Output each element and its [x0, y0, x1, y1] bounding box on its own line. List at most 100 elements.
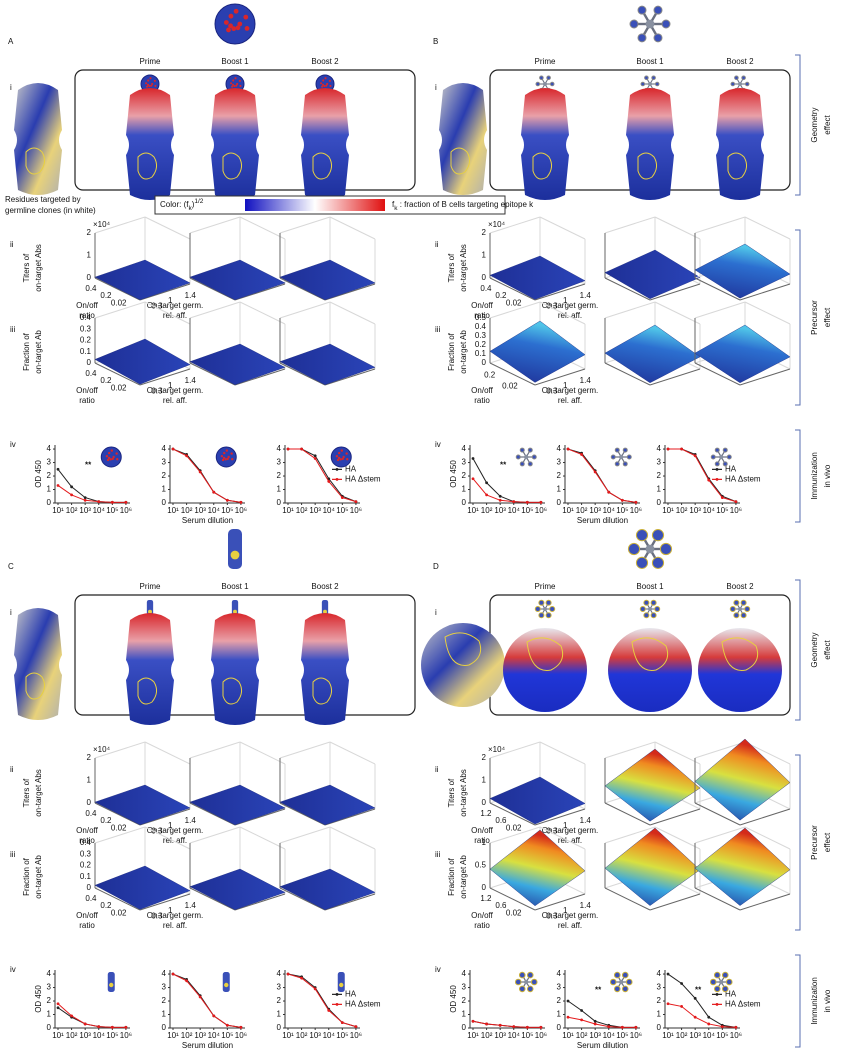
- wall-edge: [604, 741, 656, 759]
- od-line: [57, 485, 126, 503]
- icon-dot: [328, 79, 331, 82]
- side-label: in vivo: [823, 464, 832, 487]
- icon-node: [725, 978, 733, 986]
- icon-dot: [223, 20, 229, 25]
- epitope-outline: [637, 152, 658, 180]
- x-tick-label: 10³: [194, 1031, 206, 1040]
- structure: [716, 88, 764, 200]
- icon-node: [515, 454, 521, 460]
- surface: [279, 868, 376, 910]
- od-point: [666, 972, 670, 976]
- z-tick-label: 2: [482, 753, 487, 762]
- aff-axis-label: On-target germ.: [147, 826, 203, 835]
- icon-node: [545, 612, 552, 619]
- od-point: [666, 447, 670, 451]
- floor-edge: [604, 887, 651, 911]
- z-tick-label: 2: [87, 753, 92, 762]
- floor-edge: [694, 362, 741, 386]
- icon-node: [518, 985, 526, 993]
- surface: [189, 259, 286, 301]
- icon-node: [643, 599, 650, 606]
- side-label: effect: [823, 115, 832, 135]
- aff-tick-label: 1.4: [185, 376, 197, 385]
- icon-dot: [115, 452, 118, 455]
- y-tick-label: 2: [277, 471, 282, 480]
- aff-tick-label: 1: [168, 821, 173, 830]
- od-point: [56, 467, 60, 471]
- od-point: [539, 500, 543, 504]
- y-tick-label: 0: [277, 498, 282, 507]
- row-axis-label: on-target Ab: [459, 855, 468, 899]
- row-axis-label: on-target Abs: [34, 769, 43, 817]
- panel-letter: D: [433, 562, 439, 571]
- column-header: Boost 2: [311, 57, 339, 66]
- legend-label: HA: [345, 464, 357, 473]
- od-point: [566, 447, 570, 451]
- od-point: [485, 493, 488, 497]
- floor-edge: [534, 368, 586, 386]
- legend-marker: [335, 477, 339, 481]
- epitope-outline: [532, 152, 553, 180]
- aff-tick-label: 0.3: [151, 826, 163, 835]
- wall-edge: [144, 216, 191, 240]
- z-tick-label: 0.5: [475, 313, 487, 322]
- z-tick-label: 2: [87, 228, 92, 237]
- icon-node: [635, 556, 649, 569]
- icon-dot: [335, 455, 339, 458]
- floor-edge: [279, 887, 326, 911]
- icon-node: [729, 605, 736, 613]
- icon-core: [645, 544, 655, 554]
- ratio-tick-label: 0.6: [495, 901, 507, 910]
- od-axis-label: OD 450: [34, 460, 43, 488]
- surface: [489, 776, 586, 825]
- od-point: [525, 500, 529, 504]
- wall-edge: [744, 826, 791, 850]
- x-tick-label: 10⁴: [93, 506, 106, 515]
- floor-edge: [234, 808, 286, 826]
- z-tick-label: 1: [87, 251, 92, 260]
- colorbar-label-part: ): [192, 200, 195, 209]
- icon-dot: [342, 455, 345, 459]
- epitope-outline: [137, 152, 158, 180]
- x-tick-label: 10¹: [467, 506, 479, 515]
- dilution-axis-label: Serum dilution: [577, 516, 628, 525]
- x-tick-label: 10²: [481, 506, 493, 515]
- od-point: [525, 1025, 529, 1029]
- icon-dot: [146, 83, 150, 86]
- x-tick-label: 10⁶: [535, 506, 547, 515]
- aff-axis-label: rel. aff.: [558, 921, 582, 930]
- wall-edge: [239, 741, 286, 765]
- legend-marker: [715, 1002, 719, 1006]
- x-tick-label: 10²: [296, 1031, 308, 1040]
- icon-node: [733, 599, 740, 606]
- icon-node: [514, 978, 522, 986]
- x-tick-label: 10³: [79, 1031, 91, 1040]
- od-point: [693, 996, 697, 1000]
- z-tick-label: 1: [482, 776, 487, 785]
- icon-node: [538, 612, 545, 619]
- od-point: [707, 1015, 711, 1019]
- side-label: effect: [823, 307, 832, 327]
- y-tick-label: 4: [47, 969, 52, 978]
- x-tick-label: 10³: [194, 506, 206, 515]
- ratio-tick-label: 0.02: [506, 298, 522, 307]
- wall-edge: [744, 301, 791, 325]
- x-tick-label: 10⁵: [106, 1031, 118, 1040]
- y-tick-label: 4: [657, 444, 662, 453]
- icon-dot: [230, 82, 233, 85]
- legend-label: HA Δstem: [725, 999, 761, 1008]
- x-tick-label: 10⁵: [336, 1031, 348, 1040]
- aff-axis-label: rel. aff.: [163, 396, 187, 405]
- colorbar-key-part: k: [394, 205, 398, 212]
- od-point: [593, 1022, 597, 1026]
- od-point: [56, 1006, 60, 1010]
- surface: [694, 827, 791, 906]
- side-bracket: [795, 754, 801, 931]
- icon-node: [722, 447, 728, 453]
- icon-dot: [225, 449, 229, 452]
- x-tick-label: 10¹: [662, 506, 674, 515]
- legend-marker: [335, 467, 339, 471]
- icon-node: [627, 542, 641, 556]
- x-tick-label: 10¹: [662, 1031, 674, 1040]
- x-tick-label: 10²: [181, 1031, 193, 1040]
